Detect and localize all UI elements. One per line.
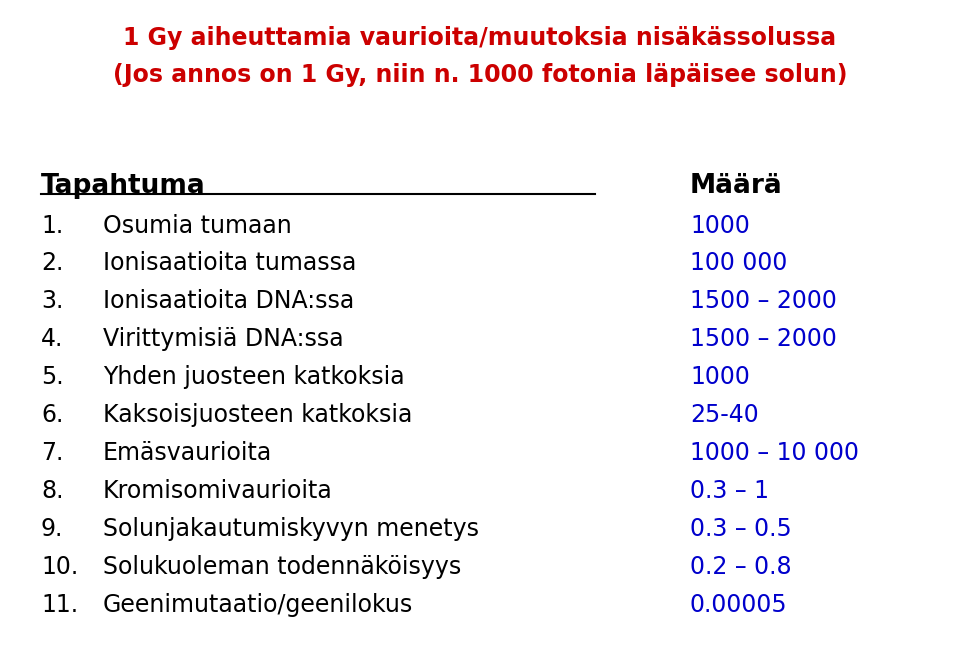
Text: Osumia tumaan: Osumia tumaan	[103, 213, 292, 238]
Text: 4.: 4.	[41, 327, 63, 351]
Text: 6.: 6.	[41, 403, 63, 427]
Text: 5.: 5.	[41, 366, 63, 389]
Text: Tapahtuma: Tapahtuma	[41, 173, 205, 199]
Text: 11.: 11.	[41, 593, 78, 617]
Text: Määrä: Määrä	[690, 173, 782, 199]
Text: Kromisomivaurioita: Kromisomivaurioita	[103, 479, 333, 503]
Text: 1500 – 2000: 1500 – 2000	[690, 290, 837, 314]
Text: Kaksoisjuosteen katkoksia: Kaksoisjuosteen katkoksia	[103, 403, 413, 427]
Text: 0.3 – 1: 0.3 – 1	[690, 479, 769, 503]
Text: 1 Gy aiheuttamia vaurioita/muutoksia nisäkässolussa: 1 Gy aiheuttamia vaurioita/muutoksia nis…	[124, 26, 836, 50]
Text: 3.: 3.	[41, 290, 63, 314]
Text: Geenimutaatio/geenilokus: Geenimutaatio/geenilokus	[103, 593, 413, 617]
Text: Ionisaatioita DNA:ssa: Ionisaatioita DNA:ssa	[103, 290, 354, 314]
Text: 0.3 – 0.5: 0.3 – 0.5	[690, 517, 792, 541]
Text: 1000 – 10 000: 1000 – 10 000	[690, 442, 859, 465]
Text: 0.2 – 0.8: 0.2 – 0.8	[690, 555, 792, 579]
Text: Yhden juosteen katkoksia: Yhden juosteen katkoksia	[103, 366, 404, 389]
Text: 0.00005: 0.00005	[690, 593, 787, 617]
Text: 1500 – 2000: 1500 – 2000	[690, 327, 837, 351]
Text: 7.: 7.	[41, 442, 63, 465]
Text: 25-40: 25-40	[690, 403, 758, 427]
Text: Virittymisiä DNA:ssa: Virittymisiä DNA:ssa	[103, 327, 344, 351]
Text: 9.: 9.	[41, 517, 63, 541]
Text: 1000: 1000	[690, 213, 750, 238]
Text: Solunjakautumiskyvyn menetys: Solunjakautumiskyvyn menetys	[103, 517, 479, 541]
Text: 8.: 8.	[41, 479, 63, 503]
Text: (Jos annos on 1 Gy, niin n. 1000 fotonia läpäisee solun): (Jos annos on 1 Gy, niin n. 1000 fotonia…	[112, 63, 848, 87]
Text: 1000: 1000	[690, 366, 750, 389]
Text: 2.: 2.	[41, 251, 63, 275]
Text: Ionisaatioita tumassa: Ionisaatioita tumassa	[103, 251, 356, 275]
Text: Emäsvaurioita: Emäsvaurioita	[103, 442, 273, 465]
Text: 10.: 10.	[41, 555, 78, 579]
Text: 100 000: 100 000	[690, 251, 787, 275]
Text: 1.: 1.	[41, 213, 63, 238]
Text: Solukuoleman todennäköisyys: Solukuoleman todennäköisyys	[103, 555, 461, 579]
